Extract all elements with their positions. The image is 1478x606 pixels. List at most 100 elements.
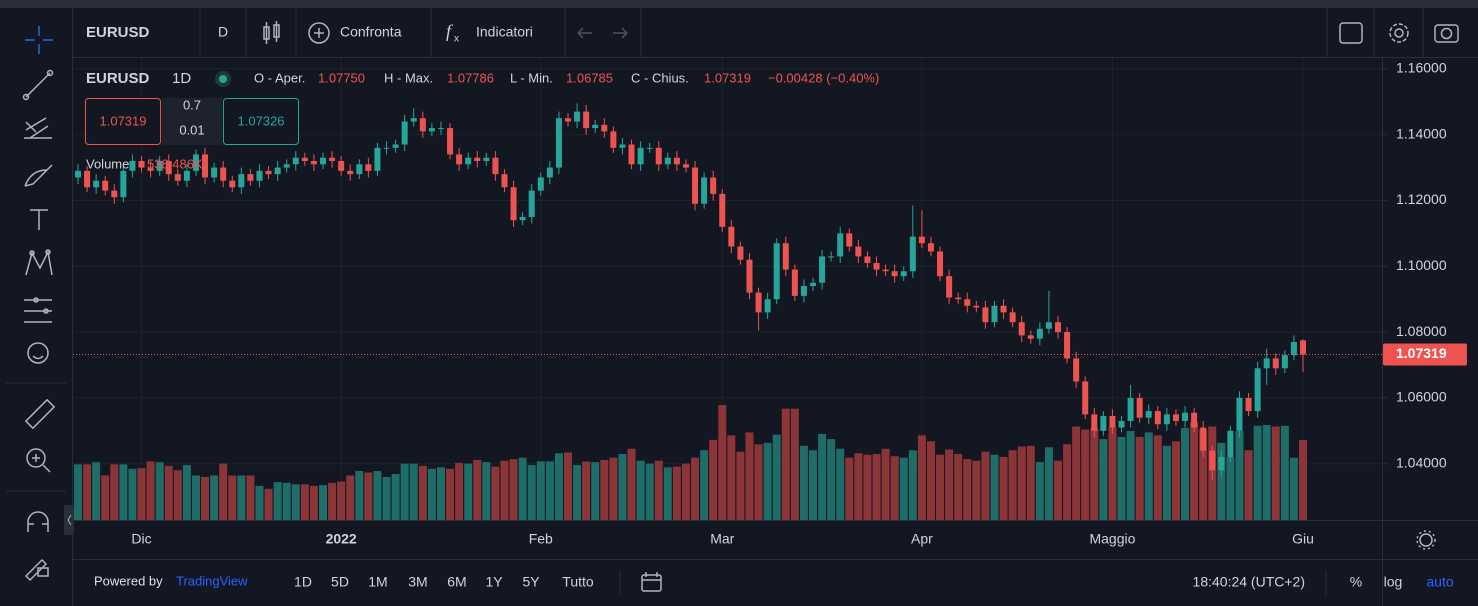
range-button[interactable]: 1Y xyxy=(485,574,503,590)
candle-body xyxy=(202,154,209,178)
close-value: 1.07319 xyxy=(704,70,751,85)
indicators-button[interactable]: f x Indicatori xyxy=(446,21,533,45)
range-button[interactable]: 1M xyxy=(368,574,387,590)
volume-bar xyxy=(246,475,255,520)
brand-link[interactable]: TradingView xyxy=(176,573,248,588)
volume-bar xyxy=(908,450,917,520)
auto-toggle[interactable]: auto xyxy=(1426,574,1453,590)
fib-tool[interactable] xyxy=(24,117,52,139)
pattern-tool[interactable] xyxy=(25,249,53,276)
x-tick-label: Mar xyxy=(710,531,734,547)
open-label: O - Aper. xyxy=(254,70,305,85)
volume-bar xyxy=(827,439,836,520)
goto-date-button[interactable] xyxy=(641,572,662,592)
candle-body xyxy=(1236,397,1243,431)
volume-bar xyxy=(291,484,300,520)
log-toggle[interactable]: log xyxy=(1384,574,1403,590)
volume-bar xyxy=(627,448,636,520)
interval-button[interactable]: D xyxy=(218,24,228,40)
candle-body xyxy=(1263,358,1270,369)
range-button[interactable]: 5D xyxy=(331,574,349,590)
lock-tool[interactable] xyxy=(24,558,49,582)
candle-body xyxy=(682,164,689,168)
redo-button[interactable] xyxy=(613,27,628,39)
collapse-button[interactable] xyxy=(64,505,74,535)
volume-bar xyxy=(1035,462,1044,520)
volume-bar xyxy=(500,460,509,520)
volume-bar xyxy=(981,451,990,520)
volume-bar xyxy=(128,468,137,520)
volume-bar xyxy=(255,485,264,520)
text-tool[interactable] xyxy=(30,209,48,230)
candle-body xyxy=(1272,358,1279,369)
candle-body xyxy=(174,174,181,181)
volume-bar xyxy=(1063,444,1072,520)
candle-body xyxy=(918,236,925,244)
volume-bar xyxy=(1171,441,1180,520)
prediction-tool[interactable] xyxy=(24,297,52,323)
candle-body xyxy=(537,177,544,191)
volume-bar xyxy=(1280,425,1289,520)
candle-body xyxy=(437,128,444,130)
candle-body xyxy=(719,193,726,227)
candle-body xyxy=(664,157,671,165)
brush-tool[interactable] xyxy=(24,164,53,187)
range-button[interactable]: 1D xyxy=(294,574,312,590)
volume-bar xyxy=(1162,445,1171,520)
volume-bar xyxy=(536,461,545,520)
chart-style-button[interactable] xyxy=(263,21,280,44)
volume-bar xyxy=(818,433,827,520)
range-button[interactable]: 6M xyxy=(447,574,466,590)
candle-body xyxy=(111,190,118,198)
candle-body xyxy=(465,157,472,165)
emoji-tool[interactable] xyxy=(27,342,49,364)
candle-body xyxy=(800,286,807,296)
volume-bar xyxy=(436,467,445,520)
crosshair-tool[interactable] xyxy=(25,26,53,54)
candle-body xyxy=(1127,397,1134,421)
volume-bar xyxy=(854,453,863,520)
axis-settings-button[interactable] xyxy=(1416,530,1436,550)
quantity[interactable]: 0.01 xyxy=(179,122,204,137)
candle-body xyxy=(782,243,789,270)
volume-bar xyxy=(146,461,155,520)
volume-bar xyxy=(427,468,436,520)
fullscreen-button[interactable] xyxy=(1339,22,1363,44)
x-tick-label: Giu xyxy=(1292,531,1314,547)
candle-body xyxy=(120,170,127,198)
range-button[interactable]: 5Y xyxy=(522,574,540,590)
range-button[interactable]: 3M xyxy=(408,574,427,590)
volume-bar xyxy=(1181,428,1190,520)
magnet-tool[interactable] xyxy=(27,511,49,532)
snapshot-button[interactable] xyxy=(1434,24,1459,43)
buy-button[interactable] xyxy=(223,98,299,145)
candle-body xyxy=(156,160,163,171)
candle-body xyxy=(737,246,744,260)
compare-button[interactable]: Confronta xyxy=(308,22,402,44)
spread-box xyxy=(162,98,222,145)
candle-body xyxy=(192,154,199,171)
candle-body xyxy=(247,174,254,181)
volume-bar xyxy=(700,450,709,520)
zoom-tool[interactable] xyxy=(26,448,51,473)
undo-button[interactable] xyxy=(577,27,592,39)
volume-bar xyxy=(1253,425,1262,520)
candle-body xyxy=(220,167,227,181)
settings-button[interactable] xyxy=(1389,23,1409,43)
volume-bar xyxy=(92,462,101,520)
clock: 18:40:24 (UTC+2) xyxy=(1193,574,1305,590)
volume-bar xyxy=(1144,432,1153,520)
volume-bar xyxy=(591,462,600,520)
candle-body xyxy=(1064,332,1071,359)
ruler-tool[interactable] xyxy=(24,398,56,430)
symbol-button[interactable]: EURUSD xyxy=(86,24,150,41)
volume-bar xyxy=(863,454,872,520)
sell-button[interactable] xyxy=(85,98,161,145)
range-button[interactable]: Tutto xyxy=(562,574,594,590)
percent-toggle[interactable]: % xyxy=(1350,574,1362,590)
candle-body xyxy=(846,233,853,247)
trendline-tool[interactable] xyxy=(22,69,54,101)
high-value: 1.07786 xyxy=(447,70,494,85)
volume-bar xyxy=(1117,436,1126,520)
candle-body xyxy=(456,154,463,165)
